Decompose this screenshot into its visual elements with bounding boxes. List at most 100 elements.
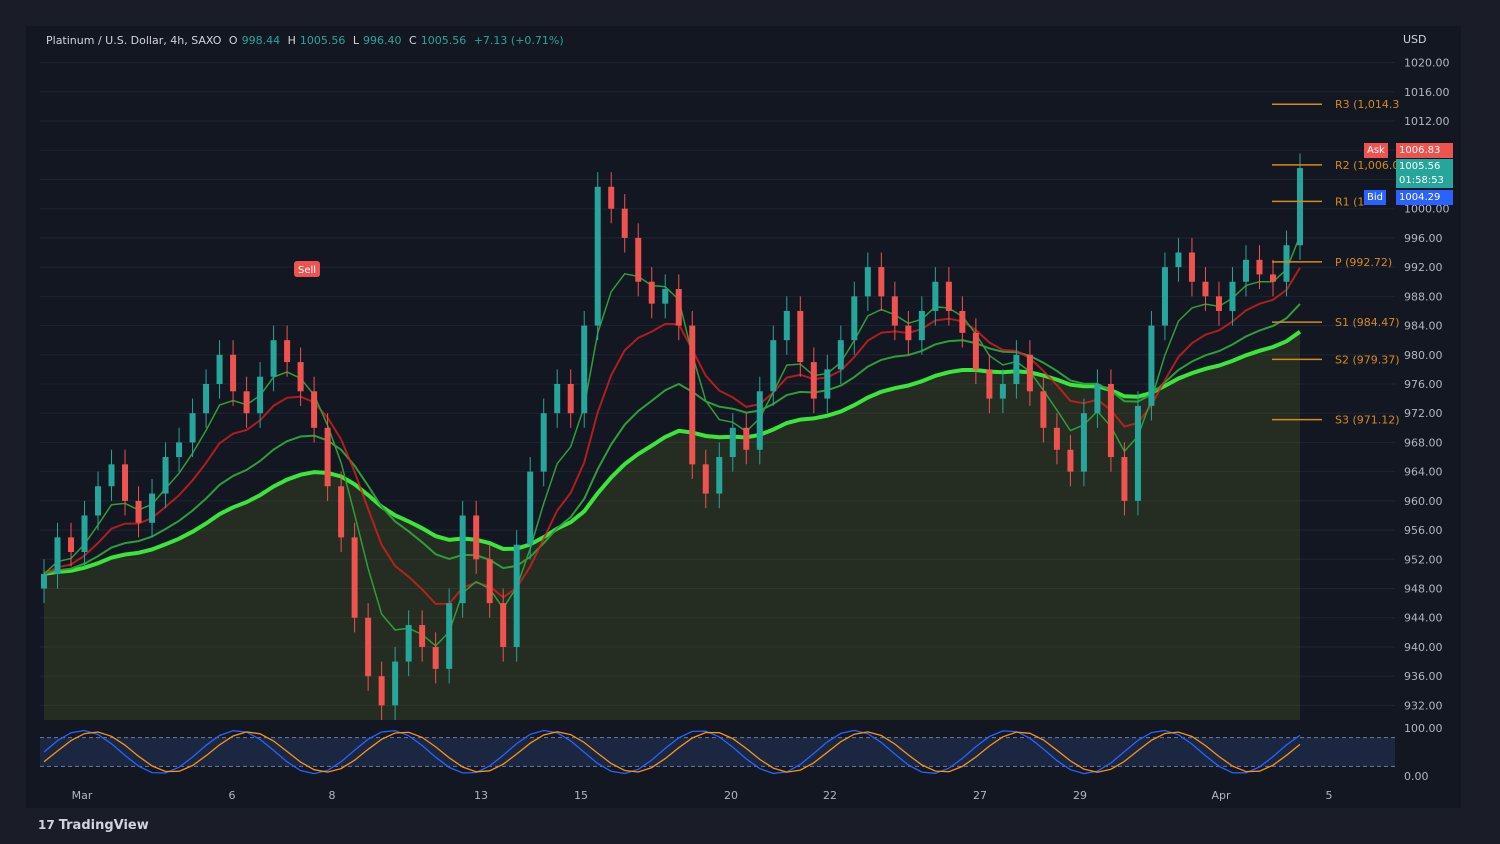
candle-body <box>783 310 790 341</box>
y-tick-label: 1012.00 <box>1404 115 1450 128</box>
candle-body <box>1269 274 1276 282</box>
candle-body <box>446 603 453 669</box>
ema-line-slow <box>43 330 1302 576</box>
close-label: C <box>409 34 417 47</box>
candle-body <box>284 340 291 363</box>
candle-body <box>41 573 47 589</box>
x-tick-label: Apr <box>1211 789 1231 802</box>
candle-body <box>243 391 250 414</box>
low-value: 996.40 <box>363 34 402 47</box>
candle-body <box>932 281 939 311</box>
candle-body <box>891 296 898 326</box>
high-value: 1005.56 <box>299 34 346 47</box>
change-value: +7.13 (+0.71%) <box>473 34 564 47</box>
candle-body <box>702 464 709 494</box>
y-tick-label: 940.00 <box>1404 641 1443 654</box>
candle-body <box>1013 354 1020 384</box>
candle-body <box>662 289 669 304</box>
candle-body <box>108 464 115 487</box>
candle-body <box>1134 405 1141 501</box>
candle-body <box>999 384 1006 399</box>
candle-body <box>621 208 628 238</box>
y-tick-label: 984.00 <box>1404 320 1443 333</box>
candle-body <box>1161 267 1168 326</box>
chart-panel <box>26 26 1461 808</box>
candle-body <box>594 186 601 326</box>
candle-body <box>729 427 736 458</box>
chart-header: Platinum / U.S. Dollar, 4h, SAXO O 998.44… <box>46 34 568 47</box>
y-tick-label: 964.00 <box>1404 466 1443 479</box>
y-tick-label: 952.00 <box>1404 553 1443 566</box>
ask-price: 1006.83 <box>1396 143 1453 158</box>
x-tick-label: 5 <box>1326 789 1333 802</box>
candle-body <box>851 296 858 341</box>
candle-body <box>1229 281 1236 311</box>
ema-line-mid <box>43 303 1301 575</box>
bid-label: Bid <box>1364 190 1386 205</box>
tradingview-icon: 17 <box>38 818 55 832</box>
candle-body <box>311 391 318 428</box>
candle-body <box>810 362 817 399</box>
candle-body <box>270 340 277 377</box>
candle-body <box>54 537 61 574</box>
low-label: L <box>352 34 360 47</box>
candle-body <box>419 625 426 647</box>
candle-body <box>1256 259 1263 275</box>
sell-signal-box <box>294 261 320 277</box>
open-label: O <box>228 34 238 47</box>
oscillator-band <box>40 737 1395 767</box>
candle-body <box>905 325 912 341</box>
y-tick-label: 996.00 <box>1404 232 1443 245</box>
candle-body <box>1121 457 1128 501</box>
ema-area <box>44 331 1300 720</box>
candle-body <box>365 617 372 677</box>
candle-body <box>500 603 507 647</box>
ask-label: Ask <box>1364 143 1388 158</box>
tradingview-logo[interactable]: 17 TradingView <box>38 818 149 833</box>
candle-body <box>675 289 682 326</box>
candle-body <box>864 267 871 297</box>
y-tick-label: 992.00 <box>1404 261 1443 274</box>
candle-body <box>567 384 574 414</box>
candle-body <box>918 310 925 341</box>
candle-body <box>540 413 547 472</box>
oscillator-d-line <box>43 731 1301 773</box>
close-value: 1005.56 <box>420 34 467 47</box>
pivot-label: S2 (979.37) <box>1335 353 1400 366</box>
y-tick-label: 956.00 <box>1404 524 1443 537</box>
high-label: H <box>287 34 296 47</box>
pivot-label: R2 (1,006.0 <box>1335 159 1399 172</box>
candle-body <box>1040 391 1047 428</box>
oscillator-tick-label: 100.00 <box>1404 722 1443 735</box>
pivot-label: R3 (1,014.3 <box>1335 98 1399 111</box>
oscillator-k-line <box>43 729 1301 775</box>
pivot-label: S3 (971.12) <box>1335 414 1400 427</box>
x-tick-label: 27 <box>973 789 987 802</box>
x-tick-label: Mar <box>72 789 93 802</box>
x-tick-label: 20 <box>724 789 738 802</box>
countdown: 01:58:53 <box>1396 173 1453 188</box>
candle-body <box>189 413 196 443</box>
candle-body <box>459 515 466 604</box>
candle-body <box>351 537 358 618</box>
candle-body <box>756 391 763 450</box>
candle-body <box>81 515 88 552</box>
candle-body <box>770 340 777 392</box>
sell-signal-label: Sell <box>298 265 316 276</box>
x-tick-label: 8 <box>329 789 336 802</box>
candle-body <box>135 500 142 523</box>
candle-body <box>257 376 264 414</box>
candle-body <box>216 354 223 384</box>
candle-body <box>324 427 331 487</box>
y-tick-label: 960.00 <box>1404 495 1443 508</box>
y-tick-label: 1020.00 <box>1404 57 1450 70</box>
brand-label: TradingView <box>58 818 149 833</box>
currency-label[interactable]: USD <box>1403 33 1427 46</box>
symbol-label[interactable]: Platinum / U.S. Dollar, 4h, SAXO <box>46 34 222 47</box>
last-price: 1005.56 <box>1396 159 1453 174</box>
candle-body <box>1188 252 1195 282</box>
candle-body <box>230 354 237 392</box>
candle-body <box>648 281 655 304</box>
